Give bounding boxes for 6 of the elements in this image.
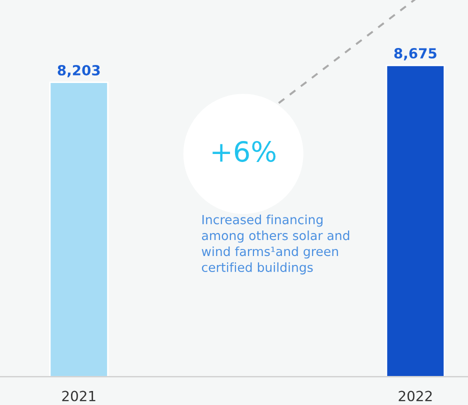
annotation: +6% bbox=[212, 140, 276, 162]
data-label: 8,203 bbox=[58, 64, 100, 78]
x-tick-label: 2021 bbox=[62, 390, 96, 402]
data-label: 8,675 bbox=[394, 48, 436, 60]
x-tick-label: 2022 bbox=[398, 390, 432, 402]
annotation: Increased financing among others solar and wind farms¹and green certified buildings bbox=[202, 214, 350, 274]
